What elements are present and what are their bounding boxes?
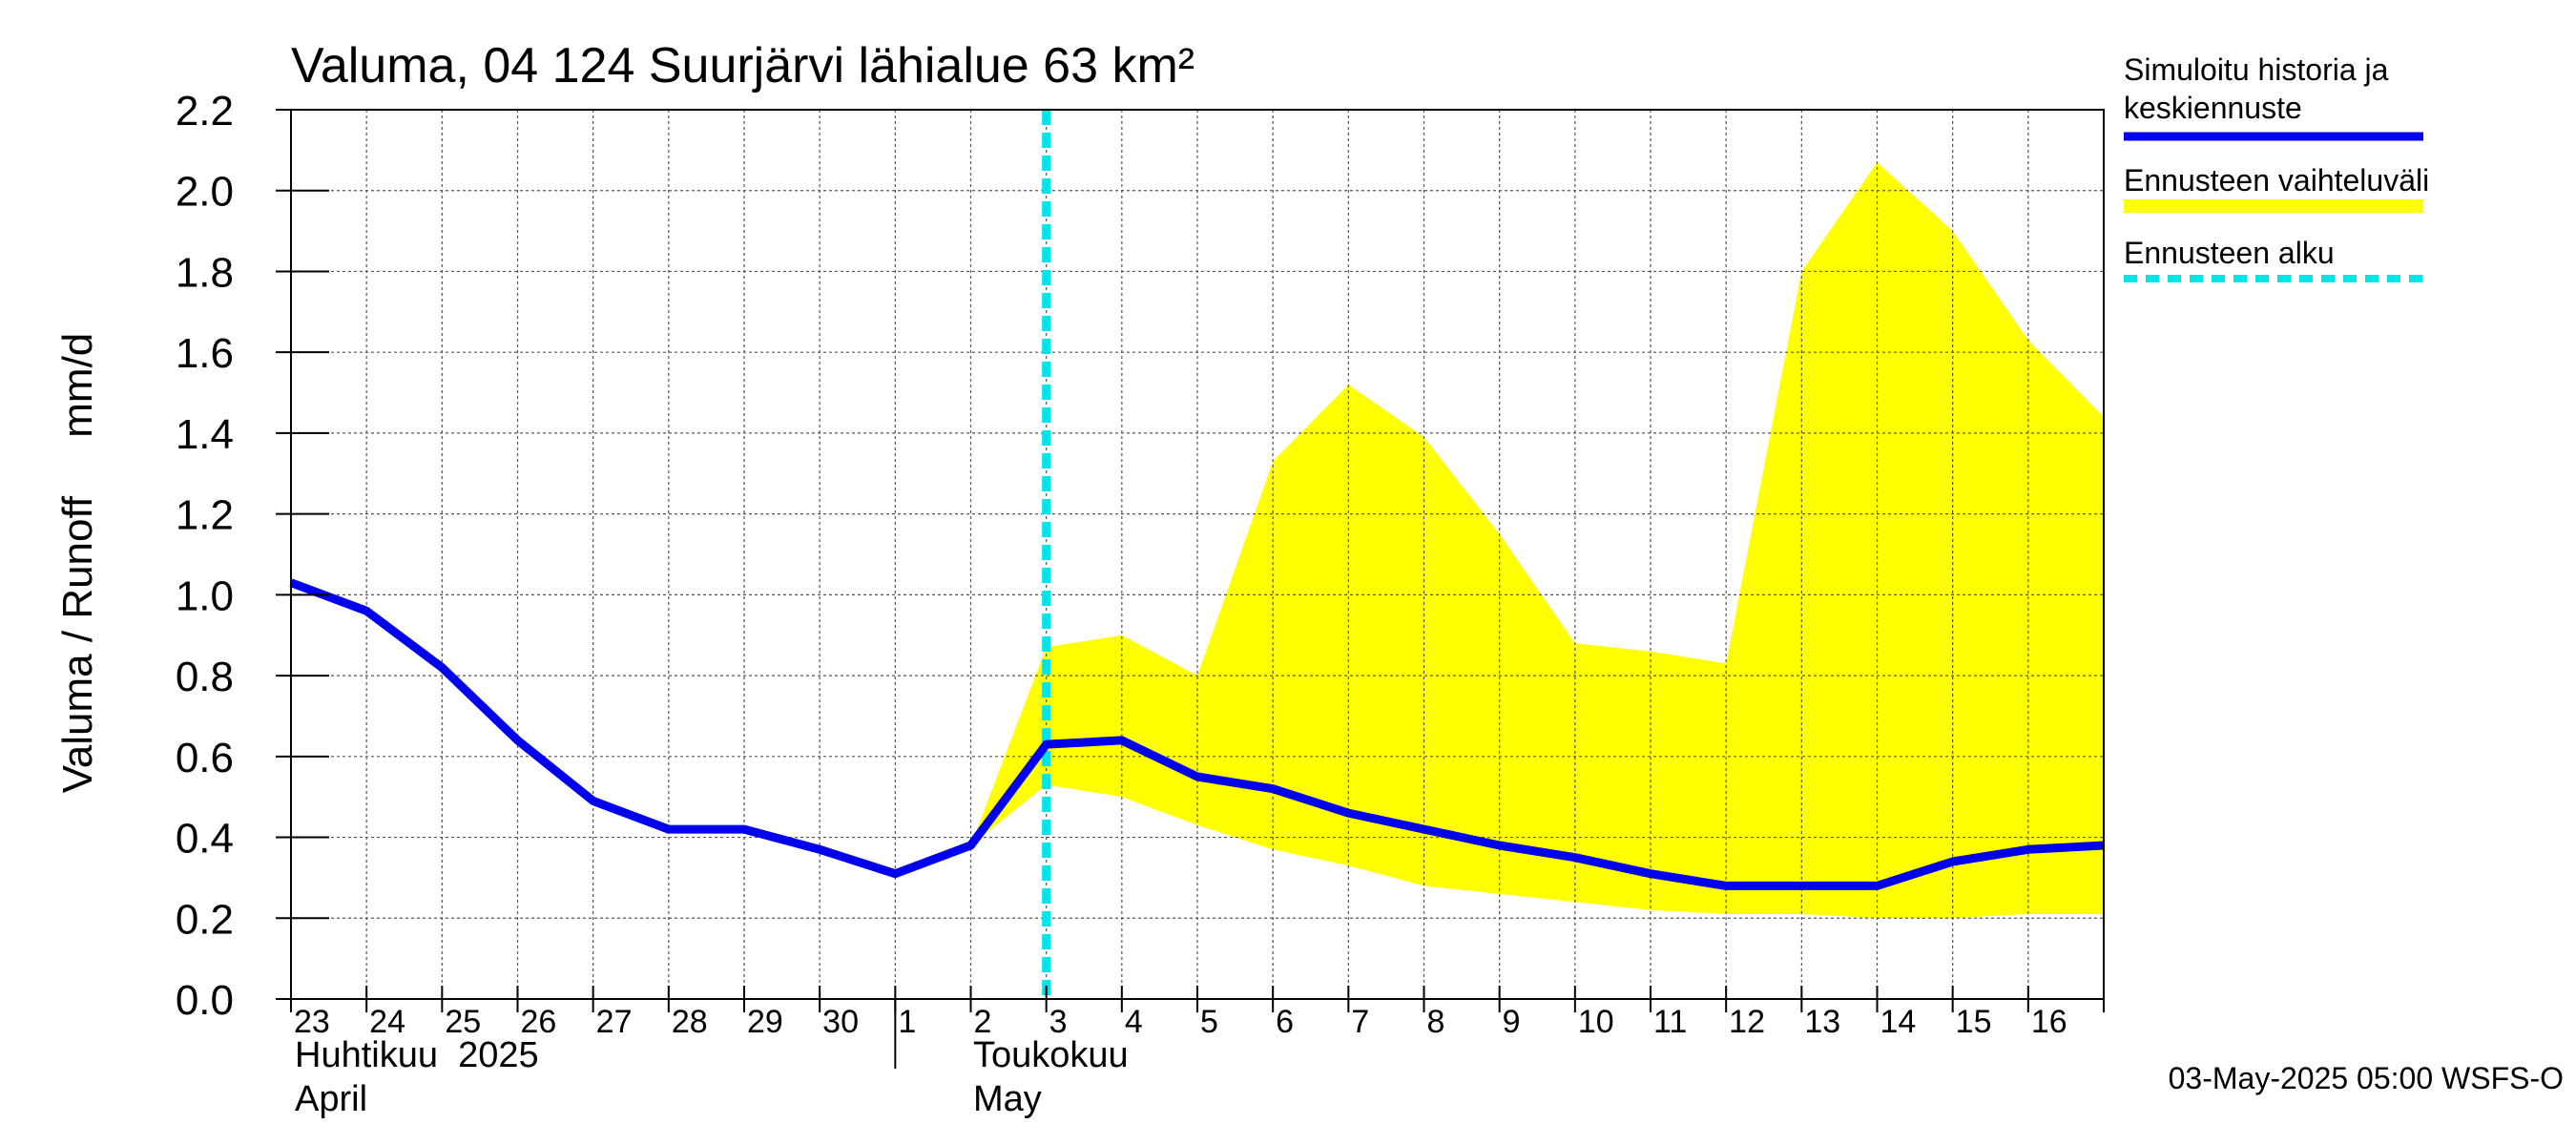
month-label-may-line1: Toukokuu (973, 1035, 1129, 1075)
x-tick-label: 26 (521, 1004, 557, 1040)
x-tick-label: 13 (1804, 1004, 1840, 1040)
timestamp: 03-May-2025 05:00 WSFS-O (2169, 1061, 2564, 1095)
x-tick-label: 28 (672, 1004, 708, 1040)
x-tick-label: 1 (898, 1004, 916, 1040)
x-tick-label: 15 (1956, 1004, 1992, 1040)
x-tick-label: 12 (1729, 1004, 1765, 1040)
y-tick-label: 0.6 (176, 735, 234, 781)
y-tick-label: 0.0 (176, 977, 234, 1024)
x-tick-label: 7 (1351, 1004, 1369, 1040)
x-axis: 23 24 25 26 27 28 29 30 1 2 3 4 5 6 7 8 9 10 11 12 13 14 15 16 (290, 986, 2105, 1069)
x-tick-label: 30 (822, 1004, 859, 1040)
legend-label-median-line2: keskiennuste (2124, 91, 2302, 125)
y-tick-label: 0.4 (176, 816, 234, 863)
forecast-range-band (970, 162, 2104, 919)
month-label-may-line2: May (973, 1079, 1042, 1119)
y-tick-label: 0.8 (176, 654, 234, 700)
y-axis: 0.0 0.2 0.4 0.6 0.8 1.0 1.2 1.4 1.6 1.8 2.0 2.2 (176, 88, 329, 1024)
x-tick-label: 24 (369, 1004, 405, 1040)
x-tick-label: 6 (1276, 1004, 1294, 1040)
x-tick-label: 27 (596, 1004, 633, 1040)
chart-title: Valuma, 04 124 Suurjärvi lähialue 63 km² (291, 38, 1195, 94)
series-line-median (289, 578, 2105, 890)
y-tick-label: 2.2 (176, 88, 234, 135)
month-labels: Huhtikuu 2025 April Toukokuu May (295, 1035, 1129, 1119)
x-tick-label: 5 (1200, 1004, 1218, 1040)
x-tick-label: 16 (2031, 1004, 2067, 1040)
legend-label-range: Ennusteen vaihteluväli (2124, 163, 2429, 198)
series-layer (289, 578, 2105, 890)
x-tick-label: 11 (1653, 1004, 1687, 1040)
y-tick-label: 1.8 (176, 249, 234, 296)
month-label-april-line2: April (295, 1079, 367, 1119)
y-tick-label: 1.4 (176, 411, 234, 458)
x-tick-label: 2 (974, 1004, 992, 1040)
x-tick-label: 25 (445, 1004, 481, 1040)
forecast-range-band-layer (970, 162, 2104, 919)
x-tick-label: 9 (1503, 1004, 1521, 1040)
y-tick-label: 1.6 (176, 330, 234, 377)
legend: Simuloitu historia ja keskiennuste Ennus… (2124, 52, 2429, 282)
y-axis-label: Valuma / Runoff mm/d (54, 333, 101, 794)
legend-label-forecast-start: Ennusteen alku (2124, 236, 2335, 270)
x-tick-label: 14 (1880, 1004, 1917, 1040)
y-tick-label: 0.2 (176, 896, 234, 943)
x-tick-label: 10 (1578, 1004, 1614, 1040)
y-tick-label: 1.2 (176, 492, 234, 539)
month-label-april-line1: Huhtikuu 2025 (295, 1035, 539, 1075)
x-tick-label: 3 (1049, 1004, 1068, 1040)
x-tick-label: 8 (1427, 1004, 1445, 1040)
x-tick-label: 4 (1125, 1004, 1143, 1040)
legend-label-median-line1: Simuloitu historia ja (2124, 52, 2389, 87)
y-tick-label: 1.0 (176, 572, 234, 619)
x-tick-label: 29 (747, 1004, 783, 1040)
y-tick-label: 2.0 (176, 169, 234, 216)
x-tick-label: 23 (294, 1004, 330, 1040)
